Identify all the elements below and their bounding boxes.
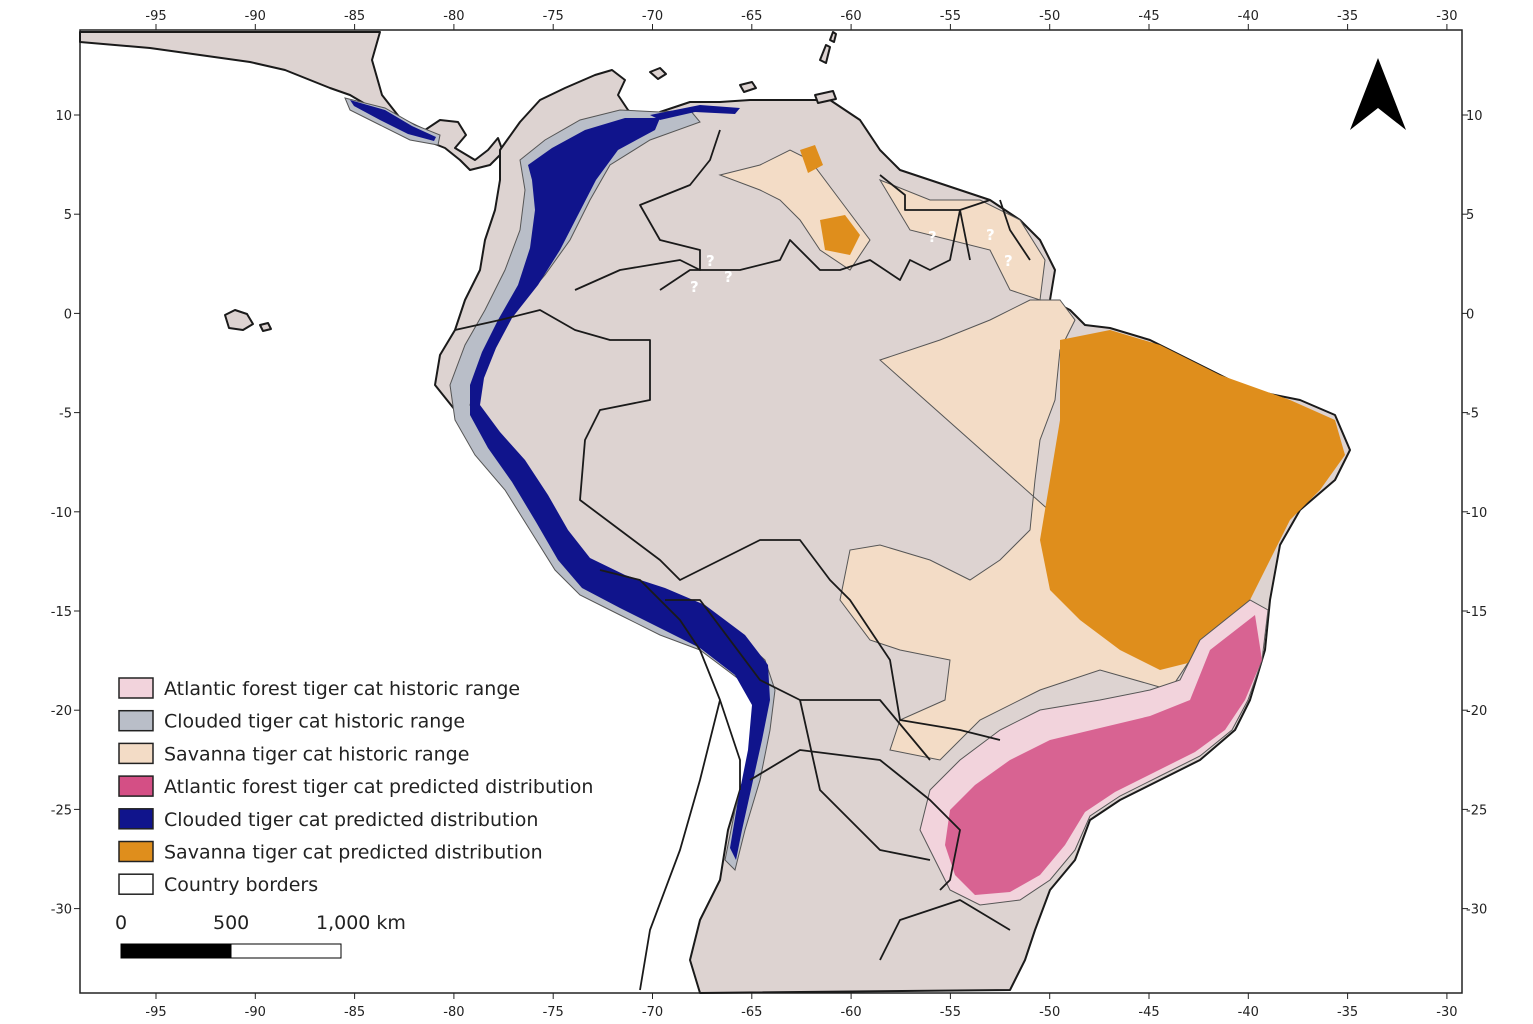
legend: Atlantic forest tiger cat historic range… bbox=[118, 677, 593, 896]
question-mark: ? bbox=[706, 252, 715, 270]
x-tick-label-bottom: -90 bbox=[245, 1005, 266, 1020]
atlantic-predicted-distribution bbox=[945, 615, 1262, 895]
y-tick-label-right: 0 bbox=[1466, 307, 1474, 322]
legend-swatch bbox=[118, 677, 154, 699]
legend-swatch bbox=[118, 873, 154, 895]
legend-swatch bbox=[118, 775, 154, 797]
x-tick-label-bottom: -85 bbox=[344, 1005, 365, 1020]
x-tick-label-top: -65 bbox=[741, 9, 762, 24]
y-tick-label-left: -10 bbox=[51, 506, 72, 521]
caribbean-islands bbox=[224, 31, 837, 332]
x-tick-label-bottom: -40 bbox=[1238, 1005, 1259, 1020]
y-tick-label-right: -20 bbox=[1466, 704, 1487, 719]
scale-label-0: 0 bbox=[115, 912, 127, 934]
x-tick-label-bottom: -50 bbox=[1039, 1005, 1060, 1020]
x-tick-label-top: -80 bbox=[443, 9, 464, 24]
y-tick-label-left: 10 bbox=[55, 109, 72, 124]
clouded-predicted-venezuela bbox=[650, 105, 740, 120]
scale-segment-black bbox=[120, 943, 232, 959]
question-mark: ? bbox=[690, 278, 699, 296]
clouded-predicted-central-america bbox=[350, 100, 436, 141]
axis-ticks: -95 -95 -90 -90 -85 -85 -80 -80 -75 -75 -70 -70 -65 -… bbox=[51, 9, 1487, 1020]
legend-label: Country borders bbox=[164, 874, 318, 896]
x-tick-label-bottom: -75 bbox=[543, 1005, 564, 1020]
y-tick-label-right: -25 bbox=[1466, 803, 1487, 818]
x-tick-label-bottom: -80 bbox=[443, 1005, 464, 1020]
scale-segment-white bbox=[230, 943, 342, 959]
x-tick-label-top: -45 bbox=[1138, 9, 1159, 24]
question-mark: ? bbox=[986, 226, 995, 244]
legend-label: Clouded tiger cat historic range bbox=[164, 711, 465, 733]
y-tick-label-right: 5 bbox=[1466, 208, 1474, 223]
x-tick-label-bottom: -45 bbox=[1138, 1005, 1159, 1020]
y-tick-label-right: -10 bbox=[1466, 506, 1487, 521]
country-borders bbox=[454, 129, 1031, 991]
y-tick-label-left: 5 bbox=[64, 208, 72, 223]
x-tick-label-top: -55 bbox=[940, 9, 961, 24]
question-mark: ? bbox=[724, 268, 733, 286]
x-tick-label-bottom: -60 bbox=[840, 1005, 861, 1020]
uncertain-markers: ? ? ? ? ? ? bbox=[690, 226, 1013, 296]
y-tick-label-left: -5 bbox=[59, 407, 72, 422]
legend-label: Atlantic forest tiger cat predicted dist… bbox=[164, 776, 593, 798]
y-tick-label-right: -15 bbox=[1466, 605, 1487, 620]
y-tick-label-left: -30 bbox=[51, 903, 72, 918]
savanna-predicted-patch-1 bbox=[800, 145, 823, 173]
y-tick-label-left: -25 bbox=[51, 803, 72, 818]
legend-swatch bbox=[118, 840, 154, 863]
x-tick-label-top: -90 bbox=[245, 9, 266, 24]
legend-swatch bbox=[118, 742, 154, 765]
scale-label-500: 500 bbox=[213, 912, 249, 934]
x-tick-label-top: -35 bbox=[1337, 9, 1358, 24]
savanna-predicted-distribution bbox=[1040, 330, 1345, 670]
north-arrow-icon bbox=[1350, 58, 1406, 130]
x-tick-label-top: -70 bbox=[642, 9, 663, 24]
legend-label: Savanna tiger cat predicted distribution bbox=[164, 842, 543, 864]
scale-label-1000: 1,000 km bbox=[316, 912, 406, 934]
clouded-predicted-distribution bbox=[470, 118, 770, 860]
y-tick-label-right: -5 bbox=[1466, 407, 1479, 422]
legend-label: Atlantic forest tiger cat historic range bbox=[164, 678, 520, 700]
x-tick-label-top: -60 bbox=[840, 9, 861, 24]
legend-swatch bbox=[118, 709, 154, 732]
x-tick-label-bottom: -55 bbox=[940, 1005, 961, 1020]
x-tick-label-top: -40 bbox=[1238, 9, 1259, 24]
legend-label: Savanna tiger cat historic range bbox=[164, 743, 469, 765]
y-tick-label-left: 0 bbox=[64, 307, 72, 322]
x-tick-label-bottom: -30 bbox=[1436, 1005, 1457, 1020]
x-tick-label-top: -95 bbox=[145, 9, 166, 24]
x-tick-label-bottom: -95 bbox=[145, 1005, 166, 1020]
x-tick-label-top: -85 bbox=[344, 9, 365, 24]
y-tick-label-left: -20 bbox=[51, 704, 72, 719]
savanna-predicted-patch-2 bbox=[820, 215, 860, 255]
x-tick-label-top: -50 bbox=[1039, 9, 1060, 24]
x-tick-label-bottom: -65 bbox=[741, 1005, 762, 1020]
x-tick-label-top: -30 bbox=[1436, 9, 1457, 24]
y-tick-label-right: -30 bbox=[1466, 903, 1487, 918]
legend-swatch bbox=[118, 808, 154, 830]
question-mark: ? bbox=[928, 228, 937, 246]
y-tick-label-left: -15 bbox=[51, 605, 72, 620]
question-mark: ? bbox=[1004, 252, 1013, 270]
scale-bar: 0 500 1,000 km bbox=[115, 912, 406, 959]
x-tick-label-bottom: -70 bbox=[642, 1005, 663, 1020]
legend-label: Clouded tiger cat predicted distribution bbox=[164, 809, 538, 831]
y-tick-label-right: 10 bbox=[1466, 109, 1483, 124]
x-tick-label-bottom: -35 bbox=[1337, 1005, 1358, 1020]
x-tick-label-top: -75 bbox=[543, 9, 564, 24]
